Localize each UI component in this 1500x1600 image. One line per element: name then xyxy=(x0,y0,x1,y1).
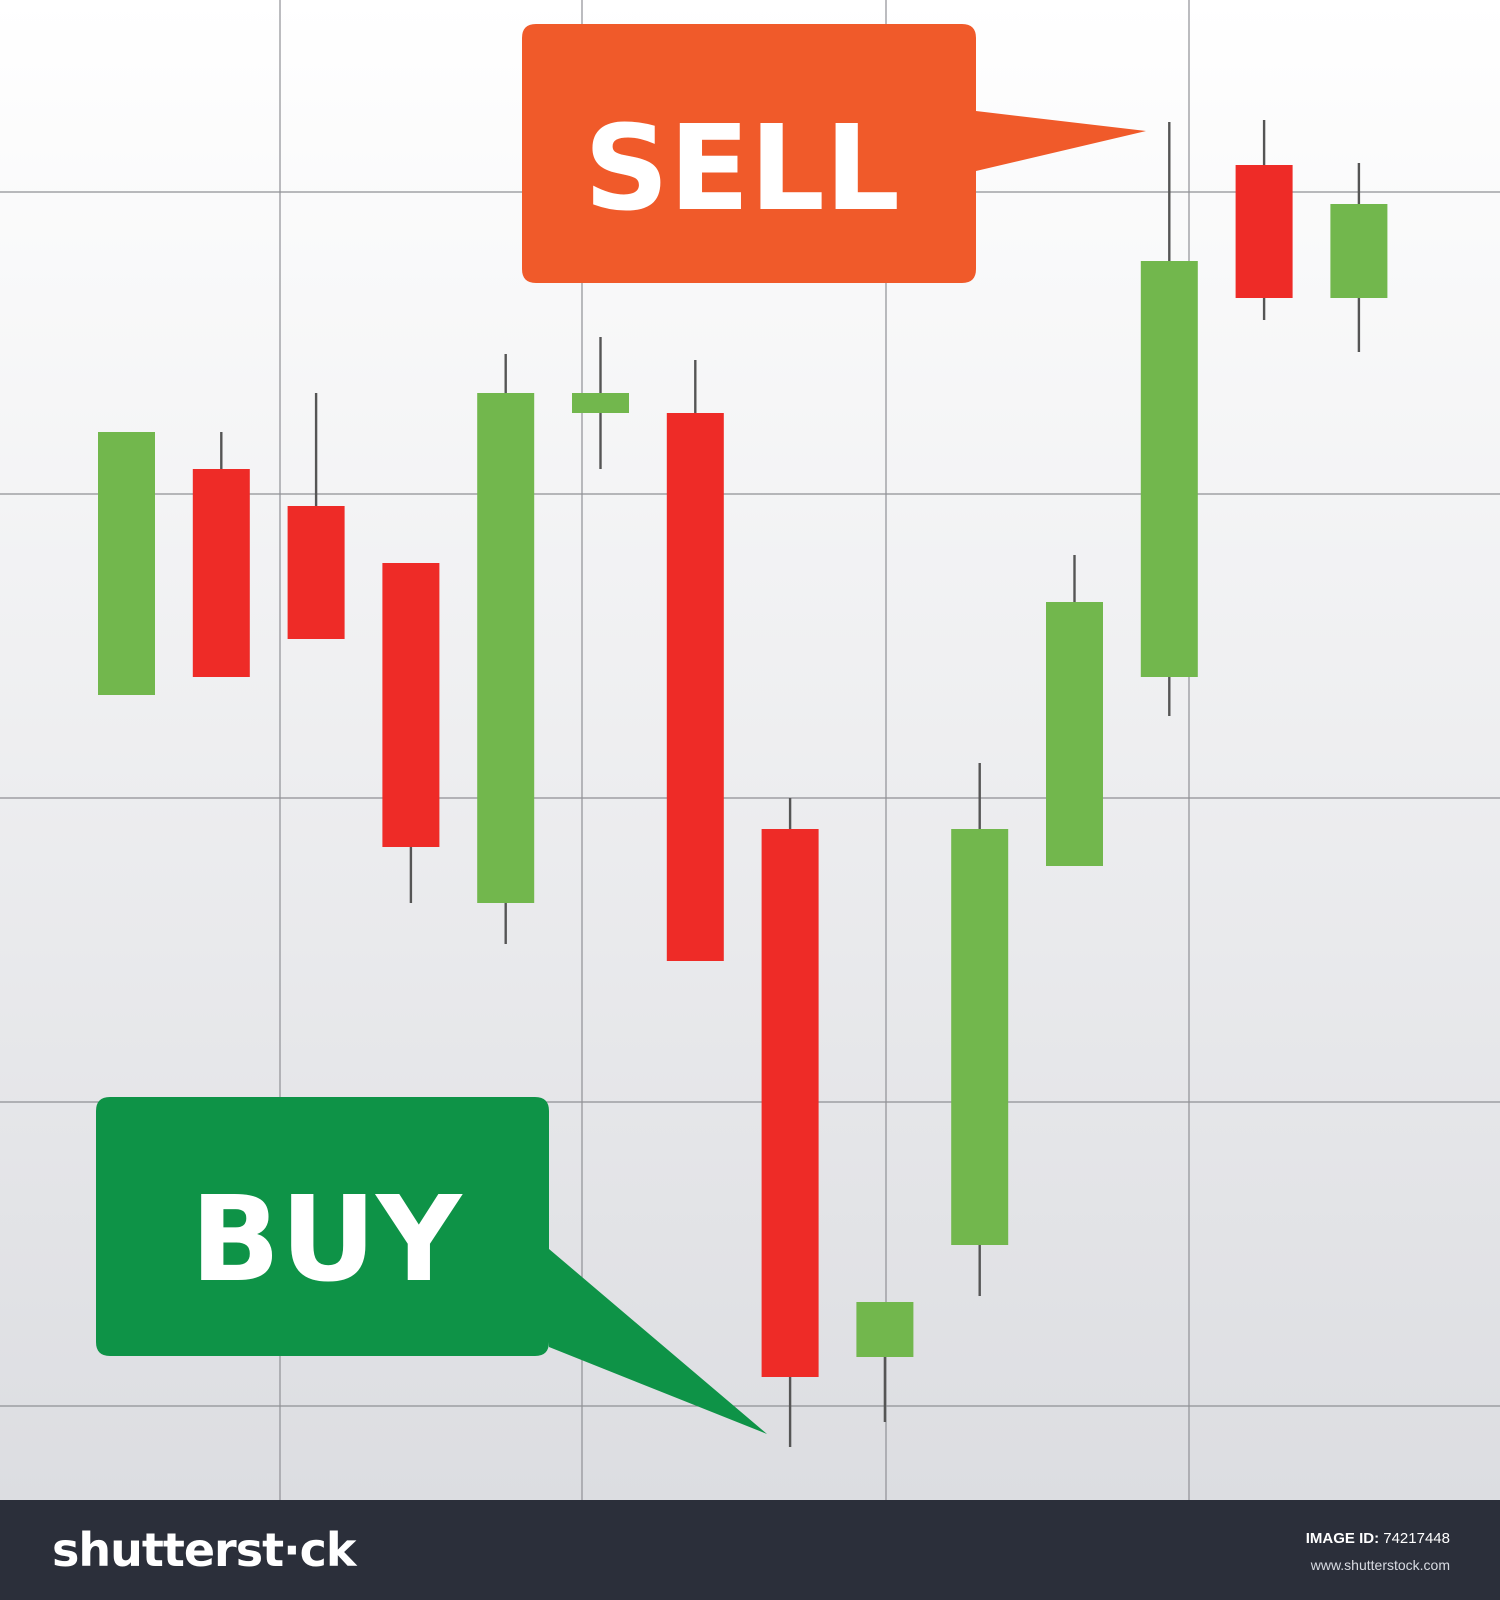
candle-body-up xyxy=(856,1302,914,1357)
candle-1 xyxy=(98,432,155,695)
image-id-value: 74217448 xyxy=(1383,1530,1450,1547)
candle-12 xyxy=(1140,122,1198,716)
candle-body-down xyxy=(761,829,819,1377)
candle-body-up xyxy=(1140,261,1198,677)
candle-9 xyxy=(856,1302,914,1422)
candlestick-chart: SELL BUY xyxy=(0,0,1500,1500)
candle-body-up xyxy=(477,393,535,903)
candle-body-up xyxy=(1046,602,1103,866)
sell-callout-bubble xyxy=(522,24,1146,283)
candle-body-down xyxy=(192,469,250,677)
candle-body-up xyxy=(98,432,155,695)
candle-8 xyxy=(761,798,819,1447)
candle-body-down xyxy=(1235,165,1293,298)
candles xyxy=(98,120,1388,1447)
candle-13 xyxy=(1235,120,1293,320)
candle-3 xyxy=(287,393,345,639)
candle-body-up xyxy=(572,393,629,413)
sell-label: SELL xyxy=(584,99,900,237)
candle-5 xyxy=(477,354,535,944)
image-id-line: IMAGE ID: 74217448 xyxy=(1306,1530,1450,1548)
watermark-url: www.shutterstock.com xyxy=(1310,1557,1450,1573)
buy-callout: BUY xyxy=(96,1097,767,1434)
image-id-label: IMAGE ID: xyxy=(1305,1530,1380,1547)
candle-10 xyxy=(951,763,1009,1296)
candle-4 xyxy=(382,563,440,903)
callouts: SELL BUY xyxy=(96,24,1146,1434)
candle-7 xyxy=(666,360,724,961)
candle-body-down xyxy=(287,506,345,639)
sell-callout: SELL xyxy=(522,24,1146,283)
buy-label: BUY xyxy=(190,1170,463,1308)
watermark-footer: shutterst·ck IMAGE ID: 74217448 www.shut… xyxy=(0,1500,1500,1600)
candle-14 xyxy=(1330,163,1388,352)
candle-body-down xyxy=(666,413,724,961)
candle-6 xyxy=(572,337,629,469)
candle-2 xyxy=(192,432,250,677)
buy-callout-bubble xyxy=(96,1097,767,1434)
candle-11 xyxy=(1046,555,1103,866)
candle-body-up xyxy=(1330,204,1388,298)
candle-body-up xyxy=(951,829,1009,1245)
candle-body-down xyxy=(382,563,440,847)
watermark-logo: shutterst·ck xyxy=(52,1523,356,1577)
